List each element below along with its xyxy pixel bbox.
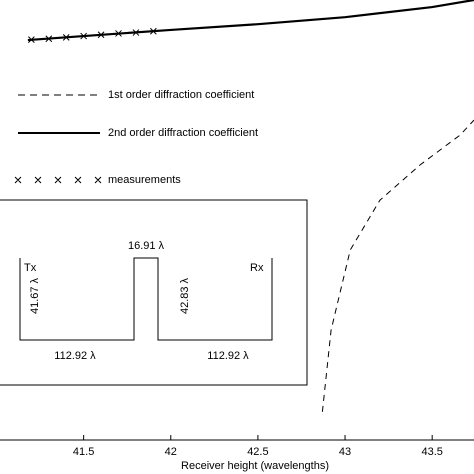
legend-marker-sample (14, 176, 102, 184)
legend: 1st order diffraction coefficient 2nd or… (14, 89, 258, 186)
x-tick-label: 42.5 (247, 446, 268, 458)
inset-diagram: Tx Rx 16.91 λ 41.67 λ 42.83 λ 112.92 λ 1… (0, 199, 308, 386)
legend-label: 2nd order diffraction coefficient (108, 127, 258, 139)
annotation: Tx (24, 262, 37, 274)
annotation: 112.92 λ (207, 350, 249, 362)
annotation: 42.83 λ (179, 277, 191, 314)
x-axis-label: Receiver height (wavelengths) (181, 460, 329, 472)
marker (62, 34, 70, 41)
annotation: 41.67 λ (29, 277, 41, 314)
annotation: Rx (250, 262, 264, 274)
x-tick-label: 41.5 (73, 446, 94, 458)
marker (28, 36, 35, 43)
terrain-profile (19, 257, 273, 341)
marker (97, 31, 105, 39)
x-tick-label: 42 (165, 446, 177, 458)
marker (80, 32, 88, 40)
annotation: 16.91 λ (128, 240, 165, 252)
marker (115, 30, 122, 37)
marker (45, 35, 53, 43)
x-tick-label: 43 (339, 446, 351, 458)
marker (149, 27, 157, 35)
data-line (321, 119, 474, 412)
inset-box (0, 199, 308, 386)
x-tick-label: 43.5 (421, 446, 442, 458)
marker (132, 29, 140, 36)
annotation: 112.92 λ (54, 350, 96, 362)
data-line (27, 0, 474, 42)
legend-label: 1st order diffraction coefficient (108, 89, 254, 101)
legend-label: measurements (108, 174, 181, 186)
